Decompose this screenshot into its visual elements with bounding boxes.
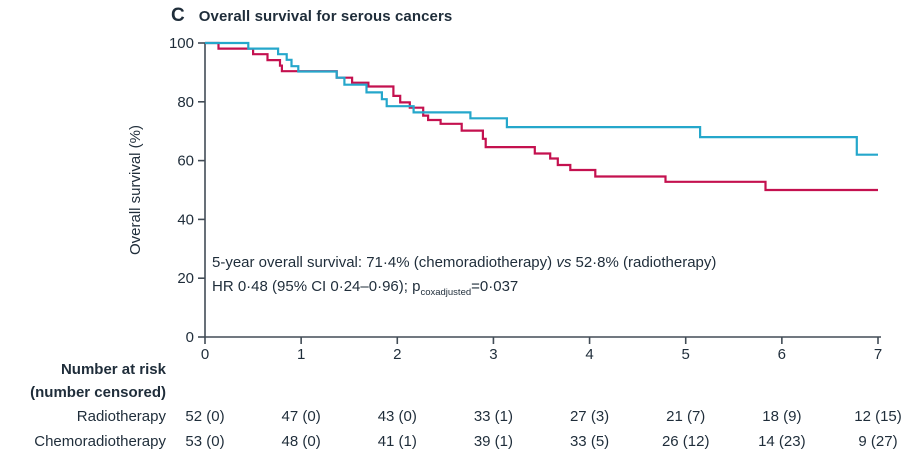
x-tick-label: 5	[682, 346, 690, 363]
risk-value-chemoradiotherapy-t0: 53 (0)	[185, 433, 225, 450]
y-tick-label: 100	[169, 35, 194, 52]
x-tick-label: 4	[585, 346, 593, 363]
annotation-line2-post: =0·037	[471, 278, 519, 295]
annotation-line1-pre: 5-year overall survival: 71·4% (chemorad…	[212, 254, 557, 271]
risk-value-radiotherapy-t1: 47 (0)	[281, 408, 321, 425]
risk-value-radiotherapy-t2: 43 (0)	[377, 408, 417, 425]
risk-value-radiotherapy-t5: 21 (7)	[666, 408, 706, 425]
risk-row-label-radiotherapy: Radiotherapy	[76, 408, 166, 425]
risk-value-radiotherapy-t6: 18 (9)	[762, 408, 802, 425]
x-tick-label: 1	[297, 346, 305, 363]
x-tick-label: 0	[201, 346, 209, 363]
risk-value-radiotherapy-t0: 52 (0)	[185, 408, 225, 425]
panel-label: C	[171, 5, 185, 26]
risk-value-chemoradiotherapy-t7: 9 (27)	[858, 433, 898, 450]
risk-table-header-line1: Number at risk	[60, 361, 166, 378]
annotation-vs: vs	[556, 254, 572, 271]
annotation: 5-year overall survival: 71·4% (chemorad…	[212, 251, 716, 305]
annotation-line2-pre: HR 0·48 (95% CI 0·24–0·96); p	[212, 278, 421, 295]
y-tick-label: 60	[177, 153, 194, 170]
risk-value-radiotherapy-t7: 12 (15)	[854, 408, 902, 425]
risk-value-chemoradiotherapy-t1: 48 (0)	[281, 433, 321, 450]
survival-curve-chemoradiotherapy	[205, 41, 878, 156]
annotation-p-subscript: coxadjusted	[420, 287, 472, 298]
annotation-line-2: HR 0·48 (95% CI 0·24–0·96); pcoxadjusted…	[212, 275, 716, 305]
survival-curve-radiotherapy	[205, 41, 878, 192]
risk-value-radiotherapy-t4: 27 (3)	[569, 408, 610, 425]
x-tick-label: 6	[778, 346, 786, 363]
risk-value-chemoradiotherapy-t5: 26 (12)	[661, 433, 710, 450]
annotation-line1-post: 52·8% (radiotherapy)	[571, 254, 717, 271]
y-tick-label: 40	[177, 211, 194, 228]
risk-value-chemoradiotherapy-t3: 39 (1)	[473, 433, 514, 450]
annotation-line-1: 5-year overall survival: 71·4% (chemorad…	[212, 251, 716, 275]
figure-title-text: Overall survival for serous cancers	[198, 8, 453, 25]
risk-table-header-line2: (number censored)	[30, 384, 166, 401]
risk-value-radiotherapy-t3: 33 (1)	[473, 408, 514, 425]
x-tick-label: 3	[489, 346, 497, 363]
risk-value-chemoradiotherapy-t2: 41 (1)	[377, 433, 417, 450]
x-tick-label: 7	[874, 346, 882, 363]
y-tick-label: 20	[177, 270, 194, 287]
risk-value-chemoradiotherapy-t6: 14 (23)	[758, 433, 806, 450]
x-tick-label: 2	[393, 346, 401, 363]
y-tick-label: 80	[177, 94, 194, 111]
risk-row-label-chemoradiotherapy: Chemoradiotherapy	[34, 433, 166, 450]
risk-value-chemoradiotherapy-t4: 33 (5)	[569, 433, 610, 450]
y-tick-label: 0	[186, 329, 194, 346]
figure-title: C Overall survival for serous cancers	[171, 5, 452, 27]
y-axis-title: Overall survival (%)	[127, 125, 144, 255]
